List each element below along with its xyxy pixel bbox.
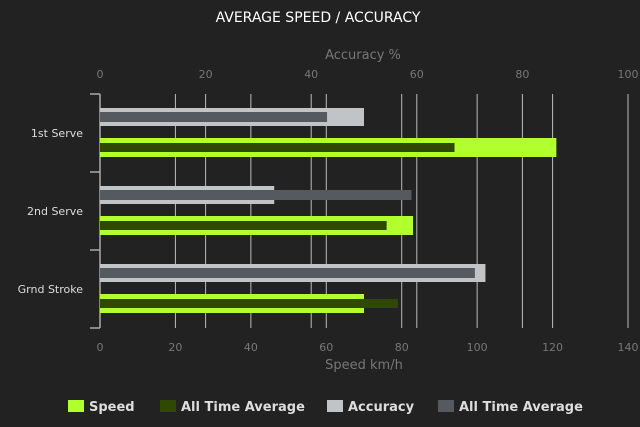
accuracy-tick-label: 40: [304, 68, 318, 81]
legend-swatch: [68, 400, 84, 412]
legend-label: Speed: [89, 400, 135, 415]
legend-label: All Time Average: [459, 400, 583, 415]
legend-label: All Time Average: [181, 400, 305, 415]
accuracy-average-bar: [100, 190, 412, 200]
speed-average-bar: [100, 143, 455, 152]
accuracy-tick-label: 100: [618, 68, 639, 81]
speed-average-bar: [100, 299, 398, 308]
category-label: 2nd Serve: [27, 205, 83, 218]
accuracy-tick-label: 20: [199, 68, 213, 81]
speed-tick-label: 0: [97, 341, 104, 354]
legend-swatch: [438, 400, 454, 412]
chart-title: AVERAGE SPEED / ACCURACY: [216, 10, 421, 26]
speed-tick-label: 100: [467, 341, 488, 354]
category-label: Grnd Stroke: [18, 283, 84, 296]
accuracy-tick-label: 60: [410, 68, 424, 81]
bottom-axis-label: Speed km/h: [325, 358, 403, 373]
speed-tick-label: 80: [395, 341, 409, 354]
legend-swatch: [160, 400, 176, 412]
legend-swatch: [327, 400, 343, 412]
speed-average-bar: [100, 221, 387, 230]
accuracy-average-bar: [100, 112, 328, 122]
category-label: 1st Serve: [31, 127, 83, 140]
accuracy-average-bar: [100, 268, 475, 278]
speed-tick-label: 20: [168, 341, 182, 354]
accuracy-tick-label: 80: [515, 68, 529, 81]
top-axis-label: Accuracy %: [325, 48, 401, 63]
legend-label: Accuracy: [348, 400, 415, 415]
accuracy-tick-label: 0: [97, 68, 104, 81]
speed-tick-label: 140: [618, 341, 639, 354]
speed-tick-label: 40: [244, 341, 258, 354]
speed-tick-label: 120: [542, 341, 563, 354]
speed-tick-label: 60: [319, 341, 333, 354]
